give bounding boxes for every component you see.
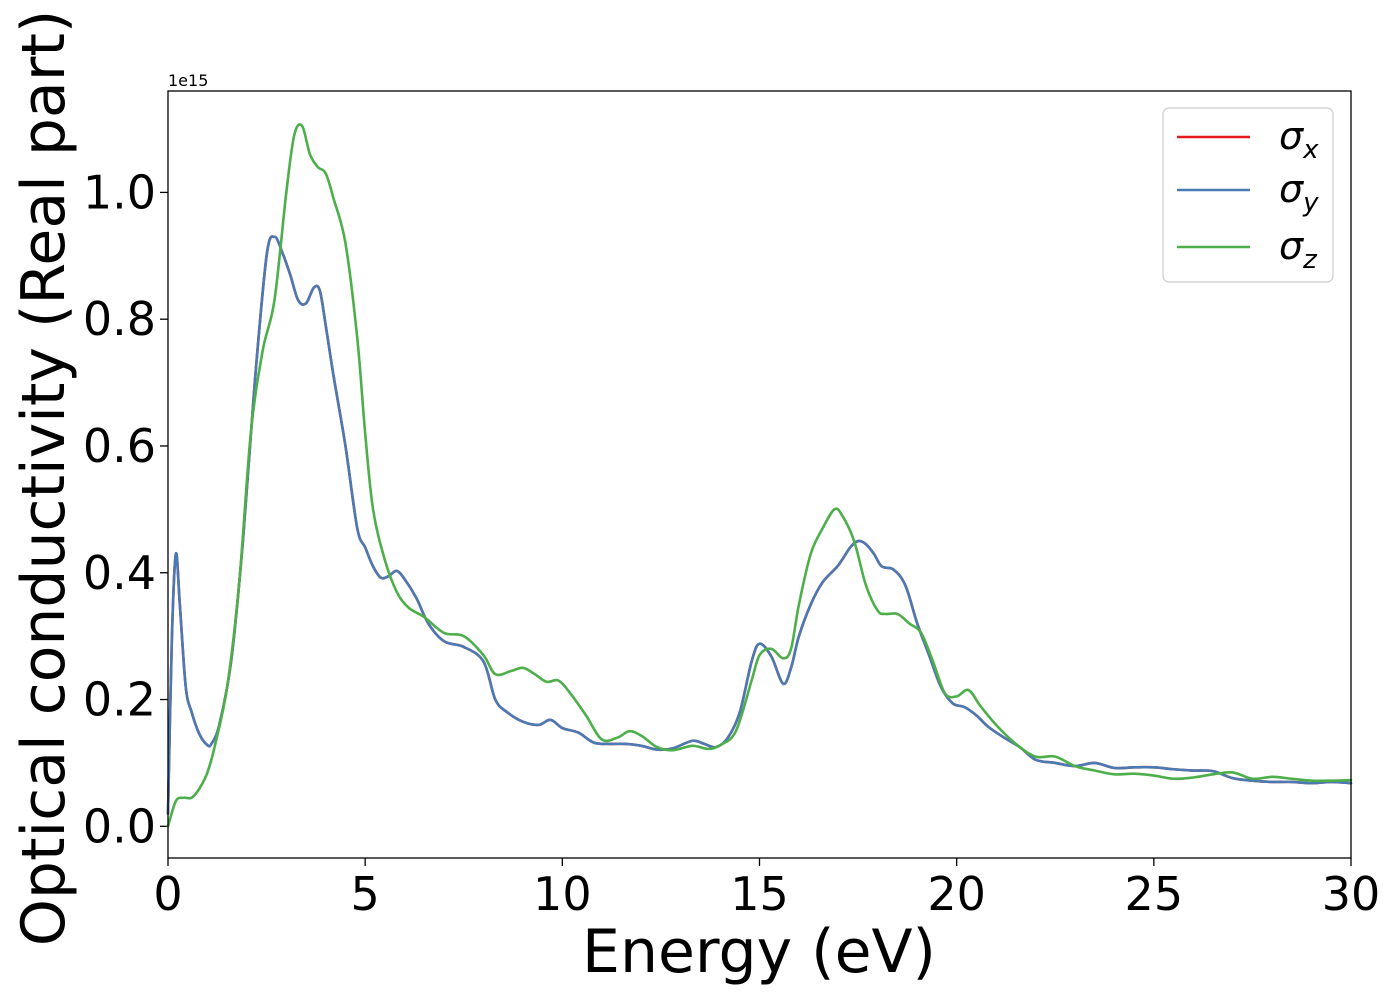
y-tick-group: 0.0 0.2 0.4 0.6 0.8 1.0 (83, 165, 168, 853)
y-axis-label: Optical conductivity (Real part) (9, 10, 79, 947)
x-tick-label: 15 (730, 867, 789, 921)
y-tick-label: 0.6 (83, 419, 156, 473)
y-tick-label: 0.0 (83, 799, 156, 853)
y-tick-label: 1.0 (83, 165, 156, 219)
x-tick-label: 30 (1322, 867, 1381, 921)
legend-label-x: σx (1279, 114, 1319, 165)
y-offset-text: 1e15 (168, 71, 208, 90)
y-tick-label: 0.4 (83, 546, 156, 600)
legend-box (1162, 107, 1334, 283)
y-tick-label: 0.2 (83, 673, 156, 727)
series-line-x (166, 235, 1353, 815)
x-tick-label: 10 (533, 867, 592, 921)
legend-label-y: σy (1279, 167, 1319, 218)
legend-label-z: σz (1279, 224, 1318, 275)
x-tick-label: 25 (1125, 867, 1184, 921)
x-axis-label: Energy (eV) (582, 917, 936, 987)
series-group (166, 123, 1353, 828)
y-tick-label: 0.8 (83, 292, 156, 346)
series-line-y (166, 235, 1353, 815)
x-tick-label: 0 (153, 867, 182, 921)
x-tick-group: 0 5 10 15 20 25 30 (153, 858, 1380, 921)
x-tick-label: 20 (927, 867, 986, 921)
x-tick-label: 5 (351, 867, 380, 921)
plot-frame (167, 90, 1352, 859)
series-line-z (166, 123, 1353, 828)
